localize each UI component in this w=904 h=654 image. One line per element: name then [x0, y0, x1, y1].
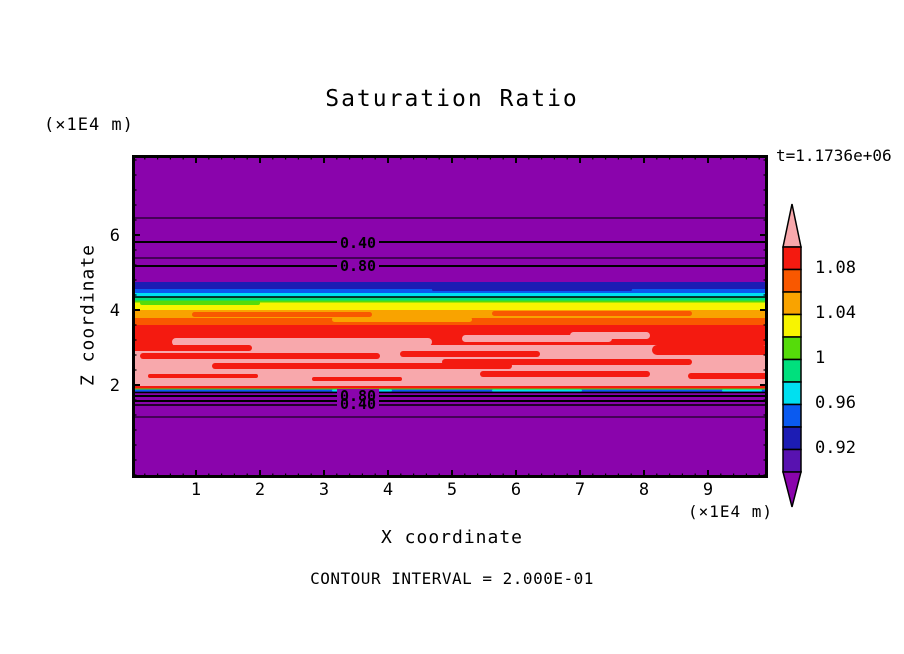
streak-patches [132, 288, 768, 392]
colorbar-arrow-bottom [782, 471, 802, 508]
x-tick-label: 8 [638, 480, 650, 500]
z-tick-label: 4 [109, 301, 120, 321]
x-tick-label: 5 [446, 480, 458, 500]
x-tick-label: 7 [574, 480, 586, 500]
colorbar-cell [782, 246, 802, 271]
x-tick-label: 3 [318, 480, 330, 500]
x-tick-label: 2 [254, 480, 266, 500]
contour-interval-label: CONTOUR INTERVAL = 2.000E-01 [310, 569, 594, 588]
colorbar-tick-label: 0.96 [815, 393, 856, 413]
contour-label: 0.40 [340, 234, 376, 252]
chart-title: Saturation Ratio [325, 86, 579, 112]
x-tick-label: 9 [702, 480, 714, 500]
x-tick-label: 1 [190, 480, 202, 500]
contour-label: 0.80 [340, 387, 376, 405]
colorbar-tick-label: 1.08 [815, 258, 856, 278]
x-tick-label: 4 [382, 480, 394, 500]
z-axis-unit-label: (×1E4 m) [44, 115, 134, 135]
x-tick-label: 6 [510, 480, 522, 500]
colorbar-cell [782, 448, 802, 473]
contour-lines [132, 217, 768, 418]
contour-plot: 0.400.800.800.40 [132, 155, 768, 478]
colorbar-cell [782, 336, 802, 361]
colorbar-cell [782, 426, 802, 451]
colorbar-tick-label: 1.04 [815, 303, 856, 323]
plot-frame [132, 155, 768, 478]
colorbar-cell [782, 358, 802, 383]
colorbar-arrow-top [782, 203, 802, 248]
contour-label: 0.80 [340, 257, 376, 275]
z-tick-label: 6 [109, 226, 120, 246]
x-axis-title: X coordinate [380, 527, 524, 548]
contour-label: 0.40 [340, 395, 376, 413]
colorbar-tick-label: 1 [815, 348, 825, 368]
contour-line-labels: 0.400.800.800.40 [337, 234, 379, 413]
colorbar-cell [782, 291, 802, 316]
colorbar-cell [782, 313, 802, 338]
colorbar-cell [782, 381, 802, 406]
colorbar-cell [782, 403, 802, 428]
colorbar-cell [782, 268, 802, 293]
colorbar-tick-label: 0.92 [815, 438, 856, 458]
colorbar: 1.08 1.04 1 0.96 0.92 [782, 203, 856, 508]
z-tick-label: 2 [109, 376, 120, 396]
time-stamp-label: t=1.1736e+06 [776, 146, 892, 165]
x-axis-unit-label: (×1E4 m) [688, 502, 774, 521]
